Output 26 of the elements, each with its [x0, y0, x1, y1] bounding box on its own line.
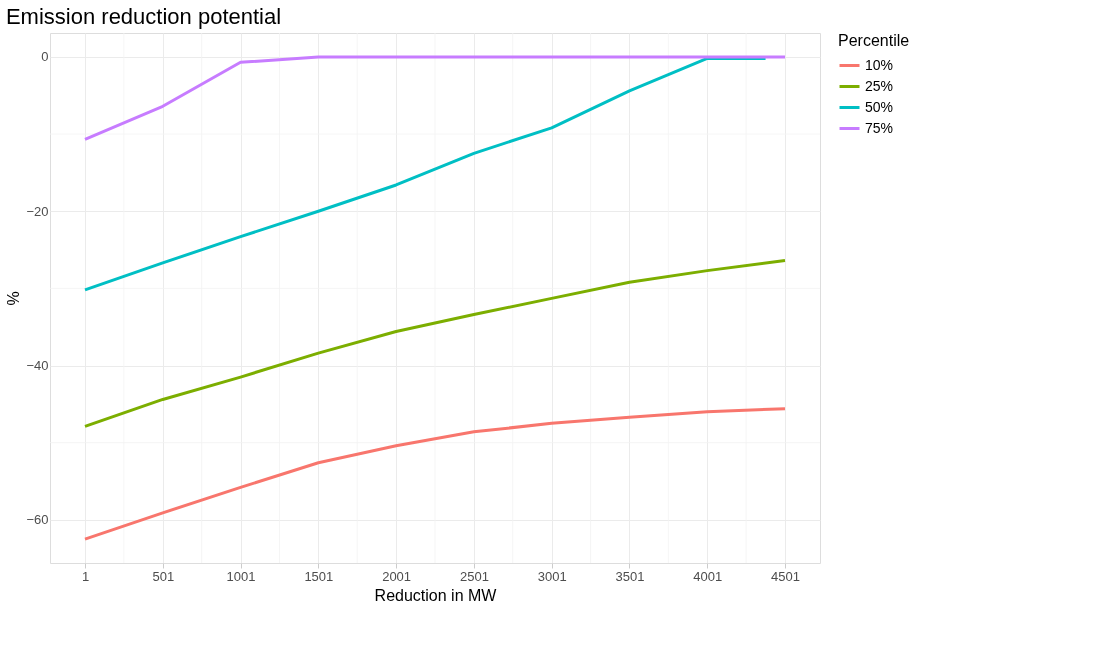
chart-title: Emission reduction potential [5, 3, 282, 29]
x-tick-label: 2001 [382, 568, 412, 584]
x-tick-label: 2501 [459, 568, 489, 584]
line-series [83, 259, 787, 428]
y-tick-label: 0 [41, 49, 49, 65]
x-tick-label: 1 [81, 568, 90, 584]
x-tick-label: 1501 [304, 568, 334, 584]
x-tick-label: 1001 [226, 568, 256, 584]
legend-label: 10% [865, 56, 894, 73]
y-tick-label: −20 [26, 203, 49, 219]
line-series [83, 56, 768, 292]
x-tick-label: 4001 [693, 568, 723, 584]
x-tick-label: 3001 [537, 568, 567, 584]
x-axis-title: Reduction in MW [374, 586, 498, 604]
x-tick-label: 3501 [615, 568, 645, 584]
line-series [83, 55, 787, 141]
y-tick-label: −60 [26, 512, 49, 528]
line-series [83, 407, 787, 541]
legend-title: Percentile [838, 32, 910, 49]
legend-label: 25% [865, 77, 894, 94]
y-axis-title: % [5, 291, 23, 306]
x-tick-label: 501 [152, 568, 175, 584]
x-tick-label: 4501 [771, 568, 800, 584]
legend-label: 50% [865, 98, 894, 115]
legend-label: 75% [865, 119, 894, 136]
y-tick-label: −40 [26, 358, 49, 373]
